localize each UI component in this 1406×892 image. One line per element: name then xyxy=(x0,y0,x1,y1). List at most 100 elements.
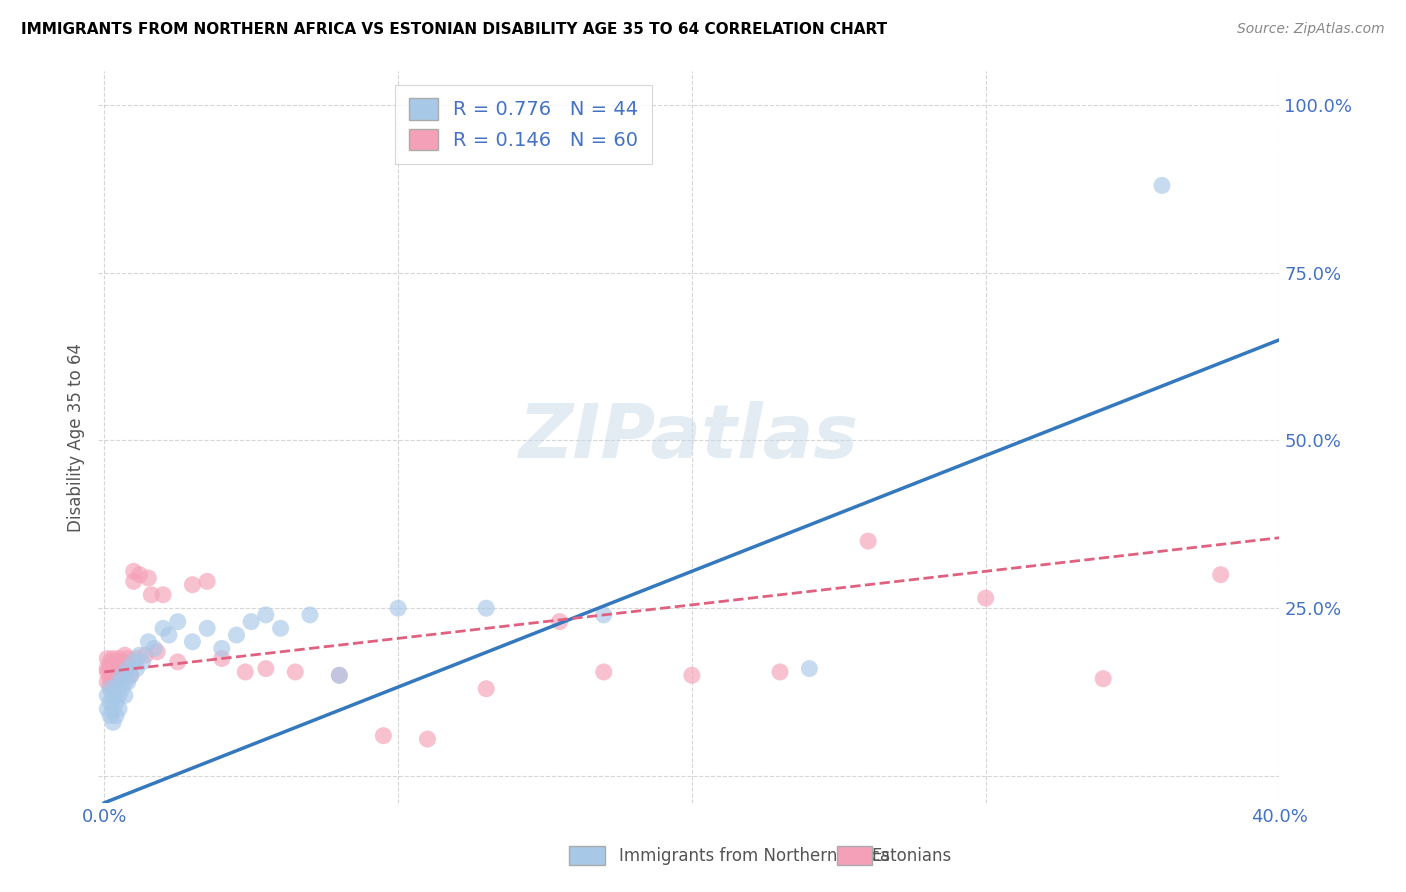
Point xyxy=(117,662,139,676)
Point xyxy=(681,668,703,682)
Point xyxy=(98,665,121,679)
Point xyxy=(548,615,571,629)
Point xyxy=(475,601,498,615)
Point xyxy=(101,715,124,730)
Point xyxy=(152,588,174,602)
Point xyxy=(111,672,134,686)
Point xyxy=(254,607,277,622)
Point xyxy=(108,668,131,682)
Text: Source: ZipAtlas.com: Source: ZipAtlas.com xyxy=(1237,22,1385,37)
Point xyxy=(111,655,134,669)
Point xyxy=(105,708,128,723)
Point xyxy=(125,651,148,665)
Point xyxy=(592,607,614,622)
Y-axis label: Disability Age 35 to 64: Disability Age 35 to 64 xyxy=(66,343,84,532)
Point xyxy=(856,534,879,549)
Point xyxy=(181,578,204,592)
Point xyxy=(98,695,121,709)
Text: IMMIGRANTS FROM NORTHERN AFRICA VS ESTONIAN DISABILITY AGE 35 TO 64 CORRELATION : IMMIGRANTS FROM NORTHERN AFRICA VS ESTON… xyxy=(21,22,887,37)
Point xyxy=(117,651,139,665)
Point xyxy=(769,665,792,679)
Point xyxy=(122,655,145,669)
Point xyxy=(114,648,136,662)
Point xyxy=(101,665,124,679)
Point xyxy=(96,689,118,703)
Point xyxy=(240,615,263,629)
Point xyxy=(143,641,166,656)
Point xyxy=(1209,567,1232,582)
Point xyxy=(114,658,136,673)
Point xyxy=(157,628,180,642)
Point xyxy=(96,662,118,676)
Point xyxy=(105,662,128,676)
Point xyxy=(105,681,128,696)
Point xyxy=(105,695,128,709)
Point xyxy=(152,621,174,635)
Point xyxy=(128,648,150,662)
Point xyxy=(195,621,218,635)
Point xyxy=(211,641,233,656)
Point xyxy=(117,675,139,690)
Point xyxy=(416,732,439,747)
Point xyxy=(105,672,128,686)
Point xyxy=(96,675,118,690)
Point xyxy=(146,645,169,659)
Point xyxy=(270,621,292,635)
Point xyxy=(96,702,118,716)
Point xyxy=(101,672,124,686)
Point xyxy=(233,665,256,679)
Point xyxy=(138,571,160,585)
Point xyxy=(125,662,148,676)
Point xyxy=(101,662,124,676)
Point xyxy=(114,675,136,690)
Point xyxy=(141,588,163,602)
Point xyxy=(108,658,131,673)
Point xyxy=(108,651,131,665)
Point xyxy=(96,651,118,665)
Point xyxy=(105,665,128,679)
Point xyxy=(108,702,131,716)
Point xyxy=(111,681,134,696)
Point xyxy=(799,662,821,676)
Point xyxy=(298,607,321,622)
Point xyxy=(98,681,121,696)
Text: Estonians: Estonians xyxy=(872,847,952,865)
Point xyxy=(974,591,997,606)
Point xyxy=(195,574,218,589)
Legend: R = 0.776   N = 44, R = 0.146   N = 60: R = 0.776 N = 44, R = 0.146 N = 60 xyxy=(395,85,652,164)
Point xyxy=(1150,178,1173,193)
Point xyxy=(114,689,136,703)
Point xyxy=(131,655,153,669)
Point xyxy=(105,655,128,669)
Point xyxy=(166,615,188,629)
Point xyxy=(128,567,150,582)
Point xyxy=(592,665,614,679)
Point xyxy=(117,662,139,676)
Point xyxy=(108,689,131,703)
Point xyxy=(101,658,124,673)
Point xyxy=(122,574,145,589)
Text: ZIPatlas: ZIPatlas xyxy=(519,401,859,474)
Point xyxy=(98,678,121,692)
Point xyxy=(138,634,160,648)
Point xyxy=(181,634,204,648)
Point xyxy=(387,601,409,615)
Point xyxy=(98,655,121,669)
Point xyxy=(122,564,145,578)
Text: Immigrants from Northern Africa: Immigrants from Northern Africa xyxy=(619,847,890,865)
Point xyxy=(111,668,134,682)
Point xyxy=(98,708,121,723)
Point xyxy=(254,662,277,676)
Point xyxy=(166,655,188,669)
Point xyxy=(211,651,233,665)
Point xyxy=(134,648,156,662)
Point xyxy=(284,665,307,679)
Point xyxy=(114,668,136,682)
Point xyxy=(111,665,134,679)
Point xyxy=(101,651,124,665)
Point xyxy=(101,702,124,716)
Point xyxy=(120,668,142,682)
Point xyxy=(120,668,142,682)
Point xyxy=(120,658,142,673)
Point xyxy=(101,689,124,703)
